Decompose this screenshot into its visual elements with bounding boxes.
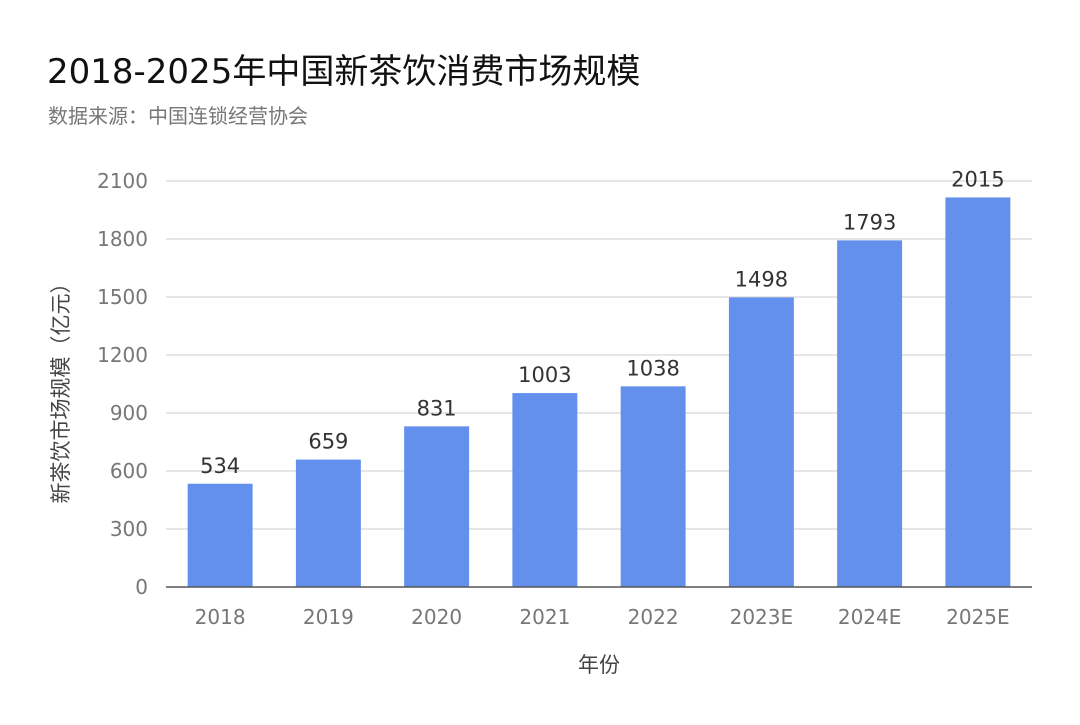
data-label: 659: [308, 430, 348, 454]
x-axis-label: 年份: [578, 653, 620, 677]
chart-title: 2018-2025年中国新茶饮消费市场规模: [47, 52, 641, 92]
y-tick-label: 1800: [97, 227, 148, 251]
y-axis-label: 新茶饮市场规模（亿元）: [49, 273, 73, 504]
data-label: 2015: [951, 167, 1004, 191]
y-tick-label: 0: [135, 575, 148, 599]
chart-subtitle: 数据来源：中国连锁经营协会: [48, 104, 308, 128]
y-tick-label: 1500: [97, 285, 148, 309]
bar-2018: [187, 483, 253, 587]
data-label: 1498: [735, 267, 788, 291]
y-tick-label: 900: [110, 401, 148, 425]
x-tick-label: 2025E: [946, 605, 1010, 629]
x-tick-label: 2024E: [838, 605, 902, 629]
y-tick-label: 2100: [97, 169, 148, 193]
data-label: 1038: [626, 356, 679, 380]
x-tick-label: 2020: [411, 605, 462, 629]
bar-2024e: [837, 240, 903, 587]
bar-2022: [620, 386, 686, 587]
data-label: 1003: [518, 363, 571, 387]
bar-2020: [404, 426, 470, 587]
x-tick-label: 2023E: [730, 605, 794, 629]
bar-2023e: [728, 297, 794, 587]
bar-2019: [295, 459, 361, 587]
data-label: 1793: [843, 210, 896, 234]
x-tick-label: 2022: [628, 605, 679, 629]
data-labels: 534 659 831 1003 1038 1498 1793 2015: [200, 167, 1005, 477]
x-tick-label: 2018: [195, 605, 246, 629]
y-axis-ticks: 0 300 600 900 1200 1500 1800 2100: [97, 169, 148, 599]
y-tick-label: 1200: [97, 343, 148, 367]
data-label: 534: [200, 454, 240, 478]
x-tick-label: 2019: [303, 605, 354, 629]
x-tick-label: 2021: [519, 605, 570, 629]
data-label: 831: [417, 396, 457, 420]
y-tick-label: 600: [110, 459, 148, 483]
x-axis-ticks: 2018 2019 2020 2021 2022 2023E 2024E 2025E: [195, 605, 1010, 629]
bar-2025e: [945, 197, 1011, 587]
bar-2021: [512, 393, 578, 587]
bars: [187, 197, 1011, 587]
y-tick-label: 300: [110, 517, 148, 541]
